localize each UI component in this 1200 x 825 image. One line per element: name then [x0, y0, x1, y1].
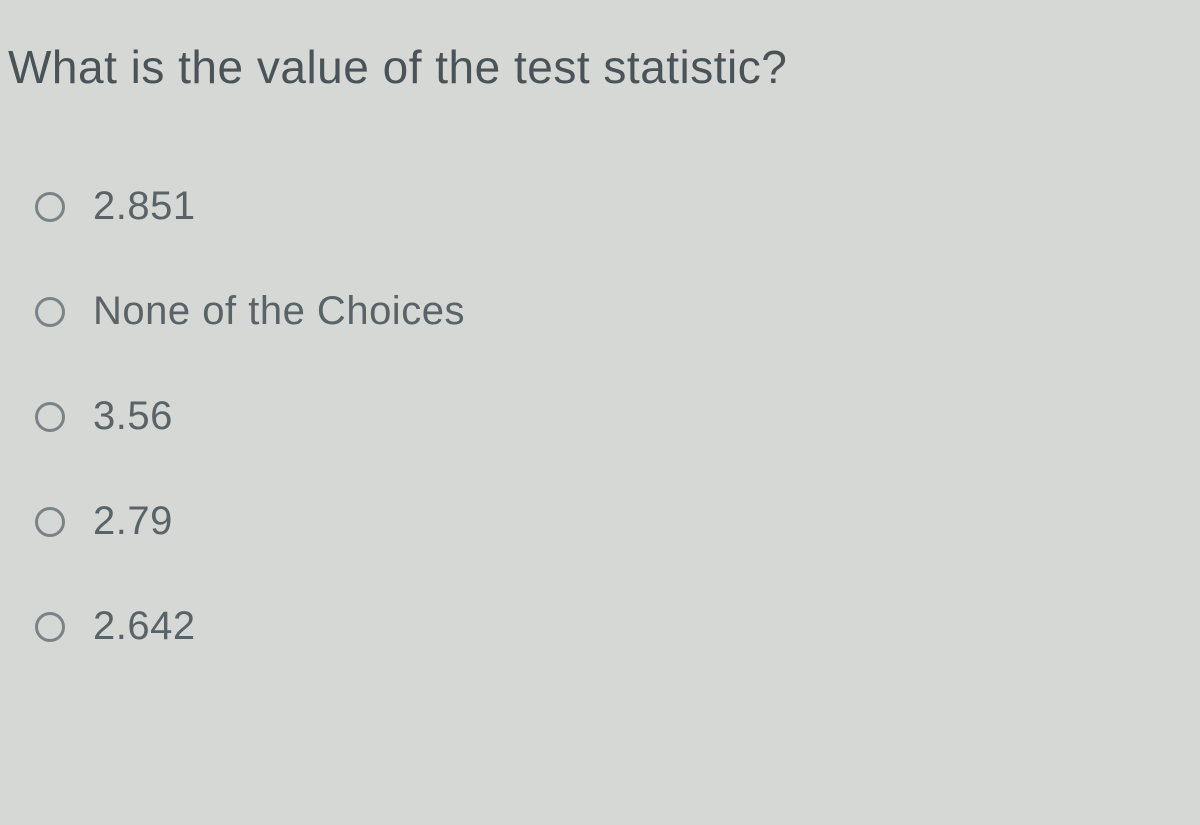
- option-row[interactable]: 2.642: [35, 574, 1200, 679]
- option-label: None of the Choices: [93, 289, 465, 334]
- option-row[interactable]: None of the Choices: [35, 259, 1200, 364]
- options-list: 2.851 None of the Choices 3.56 2.79 2.64…: [0, 154, 1200, 679]
- option-row[interactable]: 2.851: [35, 154, 1200, 259]
- option-label: 2.79: [93, 499, 173, 544]
- radio-icon[interactable]: [35, 192, 65, 222]
- question-container: What is the value of the test statistic?…: [0, 10, 1200, 679]
- radio-icon[interactable]: [35, 612, 65, 642]
- option-label: 2.851: [93, 184, 196, 229]
- question-text: What is the value of the test statistic?: [0, 10, 1200, 154]
- radio-icon[interactable]: [35, 297, 65, 327]
- option-row[interactable]: 2.79: [35, 469, 1200, 574]
- radio-icon[interactable]: [35, 507, 65, 537]
- radio-icon[interactable]: [35, 402, 65, 432]
- option-label: 3.56: [93, 394, 173, 439]
- option-row[interactable]: 3.56: [35, 364, 1200, 469]
- option-label: 2.642: [93, 604, 196, 649]
